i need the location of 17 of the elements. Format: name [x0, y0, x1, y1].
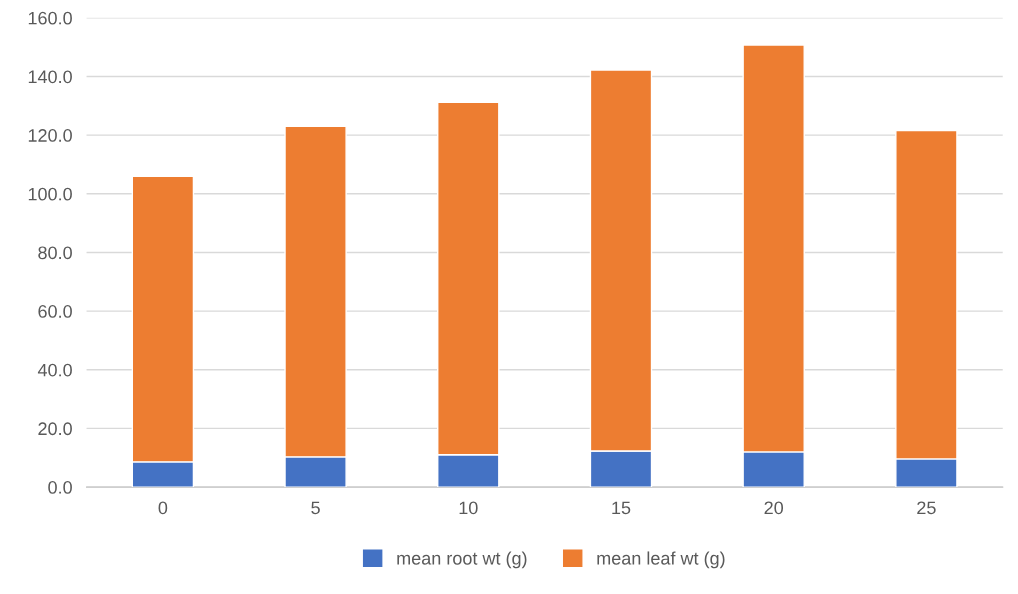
y-tick-label: 160.0 [28, 11, 72, 25]
x-tick-label: 20 [764, 501, 784, 515]
y-tick-label: 120.0 [28, 129, 72, 142]
x-tick-label: 15 [612, 501, 631, 515]
y-tick-label: 20.0 [38, 422, 72, 436]
x-tick-label: 0 [158, 501, 168, 515]
y-tick-label: 80.0 [38, 246, 72, 260]
y-tick-label: 100.0 [28, 187, 72, 201]
x-tick-label: 25 [917, 501, 936, 515]
legend-label: mean root wt (g) [397, 551, 527, 569]
legend-label: mean leaf wt (g) [597, 551, 725, 569]
y-tick-label: 40.0 [37, 363, 72, 377]
x-tick-label: 10 [459, 501, 478, 515]
x-tick-label: 5 [311, 501, 320, 515]
y-tick-label: 60.0 [38, 305, 72, 318]
y-tick-label: 0.0 [48, 481, 72, 494]
y-tick-label: 140.0 [28, 70, 72, 84]
